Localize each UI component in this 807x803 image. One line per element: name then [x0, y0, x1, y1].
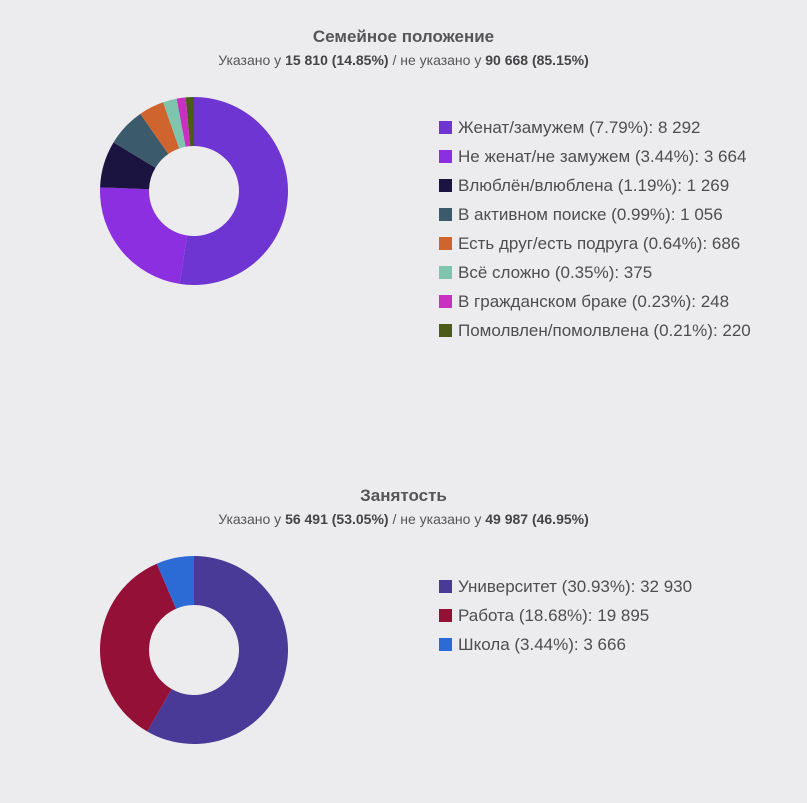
legend-swatch — [439, 208, 452, 221]
legend-item[interactable]: Университет (30.93%): 32 930 — [439, 572, 692, 601]
pie-slice[interactable] — [156, 556, 194, 609]
legend-label: Школа (3.44%): 3 666 — [458, 634, 626, 654]
chart-title: Занятость — [360, 486, 447, 505]
legend-swatch — [439, 121, 452, 134]
subtitle-specified: 15 810 (14.85%) — [285, 52, 389, 68]
legend-swatch — [439, 266, 452, 279]
pie-slice[interactable] — [163, 98, 186, 149]
legend-swatch — [439, 324, 452, 337]
legend-item[interactable]: Женат/замужем (7.79%): 8 292 — [439, 113, 751, 142]
legend-label: Помолвлен/помолвлена (0.21%): 220 — [458, 320, 751, 340]
chart-section-marital: Семейное положение Указано у 15 810 (14.… — [0, 0, 807, 400]
pie-slice[interactable] — [176, 97, 191, 147]
pie-slice[interactable] — [185, 97, 194, 147]
chart-subtitle: Указано у 15 810 (14.85%) / не указано у… — [0, 52, 807, 68]
pie-slice[interactable] — [99, 563, 177, 732]
legend-label: Не женат/не замужем (3.44%): 3 664 — [458, 146, 747, 166]
pie-slice[interactable] — [147, 556, 288, 744]
legend-swatch — [439, 150, 452, 163]
legend-label: Влюблён/влюблена (1.19%): 1 269 — [458, 175, 730, 195]
subtitle-middle: / не указано у — [388, 52, 486, 68]
legend-label: Университет (30.93%): 32 930 — [458, 576, 693, 596]
chart-title: Семейное положение — [312, 27, 495, 46]
legend-swatch — [439, 179, 452, 192]
subtitle-prefix: Указано у — [218, 511, 286, 527]
subtitle-unspecified: 49 987 (46.95%) — [485, 511, 589, 527]
donut-chart — [100, 97, 289, 285]
legend-item[interactable]: Работа (18.68%): 19 895 — [439, 601, 692, 630]
legend-item[interactable]: В гражданском браке (0.23%): 248 — [439, 287, 751, 316]
legend-swatch — [439, 638, 452, 651]
legend-swatch — [439, 237, 452, 250]
legend-label: Работа (18.68%): 19 895 — [458, 605, 650, 625]
legend-label: Есть друг/есть подруга (0.64%): 686 — [458, 233, 741, 253]
chart-subtitle: Указано у 56 491 (53.05%) / не указано у… — [0, 511, 807, 527]
legend-item[interactable]: В активном поиске (0.99%): 1 056 — [439, 200, 751, 229]
pie-slice[interactable] — [113, 113, 169, 168]
subtitle-middle: / не указано у — [388, 511, 486, 527]
legend-item[interactable]: Не женат/не замужем (3.44%): 3 664 — [439, 142, 751, 171]
legend-label: В гражданском браке (0.23%): 248 — [458, 291, 730, 311]
legend: Университет (30.93%): 32 930 Работа (18.6… — [439, 572, 692, 659]
pie-slice[interactable] — [179, 97, 289, 285]
legend-label: Женат/замужем (7.79%): 8 292 — [458, 117, 701, 137]
subtitle-unspecified: 90 668 (85.15%) — [485, 52, 589, 68]
legend-label: В активном поиске (0.99%): 1 056 — [458, 204, 723, 224]
legend-item[interactable]: Всё сложно (0.35%): 375 — [439, 258, 751, 287]
donut-chart — [99, 556, 288, 744]
pie-slice[interactable] — [100, 187, 188, 284]
legend-item[interactable]: Помолвлен/помолвлена (0.21%): 220 — [439, 316, 751, 345]
legend-item[interactable]: Влюблён/влюблена (1.19%): 1 269 — [439, 171, 751, 200]
subtitle-specified: 56 491 (53.05%) — [285, 511, 389, 527]
legend-swatch — [439, 295, 452, 308]
legend-swatch — [439, 580, 452, 593]
legend-item[interactable]: Есть друг/есть подруга (0.64%): 686 — [439, 229, 751, 258]
legend-item[interactable]: Школа (3.44%): 3 666 — [439, 630, 692, 659]
subtitle-prefix: Указано у — [218, 52, 286, 68]
pie-slice[interactable] — [140, 102, 180, 155]
legend-swatch — [439, 609, 452, 622]
pie-slice[interactable] — [100, 142, 156, 190]
chart-section-employment: Занятость Указано у 56 491 (53.05%) / не… — [0, 460, 807, 803]
legend: Женат/замужем (7.79%): 8 292 Не женат/не … — [439, 113, 751, 345]
legend-label: Всё сложно (0.35%): 375 — [458, 262, 653, 282]
